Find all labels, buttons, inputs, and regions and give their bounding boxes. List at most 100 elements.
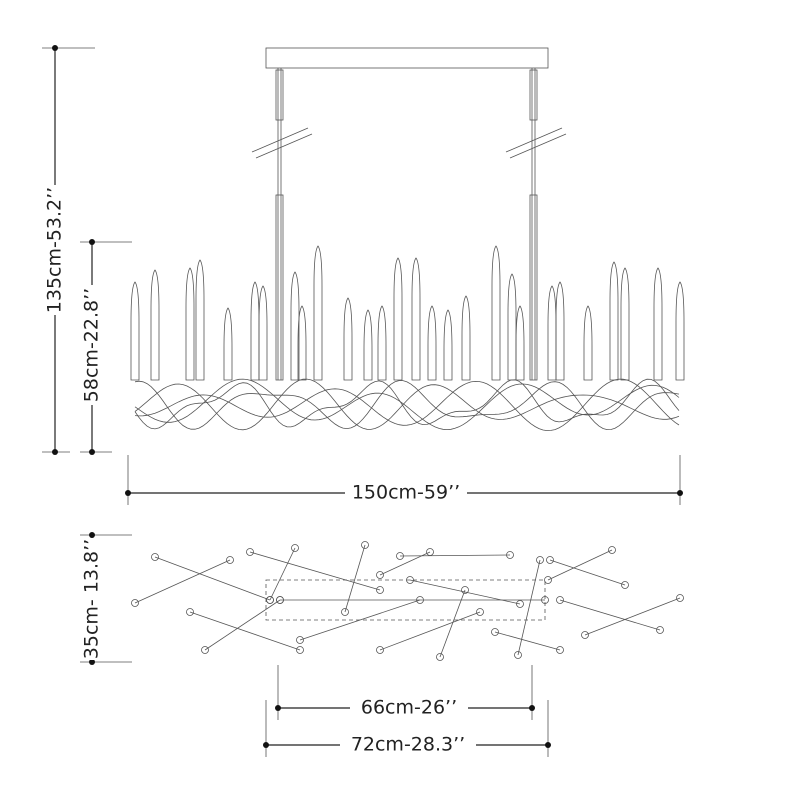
candle [547, 285, 557, 381]
wavy-arm [134, 380, 680, 431]
rod-end [276, 596, 284, 604]
suspension-rods [251, 68, 567, 381]
rod-end [608, 546, 616, 554]
candle [250, 281, 260, 381]
rod-end [396, 552, 404, 560]
rod-end [656, 626, 664, 634]
label-bg [42, 185, 68, 315]
rod [549, 559, 626, 586]
candle [343, 297, 353, 381]
candle [411, 257, 421, 381]
rod [494, 631, 561, 651]
rod [269, 547, 296, 601]
rod-end [426, 548, 434, 556]
rod-end [516, 600, 524, 608]
wavy-arm [134, 378, 680, 431]
label-bg [350, 695, 468, 721]
candle [185, 267, 195, 381]
rod-end [296, 646, 304, 654]
rod-end [246, 548, 254, 556]
rod-end [676, 594, 684, 602]
top-view [131, 541, 684, 661]
rod [344, 544, 366, 613]
candle [515, 305, 525, 381]
candle [461, 295, 471, 381]
candle [507, 273, 517, 381]
rod [379, 551, 431, 576]
label-bg [340, 732, 476, 758]
rod-end [476, 608, 484, 616]
candle [555, 281, 565, 381]
dimension-label: 58cm-22.8’’ [81, 288, 103, 402]
rod-end [291, 544, 299, 552]
candle [290, 271, 300, 381]
rod [299, 599, 421, 641]
candle [223, 307, 233, 381]
candle [195, 259, 205, 381]
rod-end [556, 646, 564, 654]
rod-end [341, 608, 349, 616]
rod-end [581, 631, 589, 639]
rod [399, 554, 511, 557]
rod [559, 599, 661, 631]
label-bg [79, 285, 105, 405]
wavy-arm [134, 378, 680, 431]
rod-end [506, 551, 514, 559]
rod [189, 611, 301, 651]
candle [393, 257, 403, 381]
candle [675, 281, 685, 381]
label-bg [79, 538, 105, 660]
rod [154, 556, 271, 601]
candle [150, 269, 160, 381]
wavy-arms [134, 378, 680, 432]
rod-end [361, 541, 369, 549]
wavy-arm [134, 378, 680, 430]
rod-end [514, 651, 522, 659]
rod-end [376, 571, 384, 579]
rod-end [376, 646, 384, 654]
rod-end [621, 581, 629, 589]
rod-end [491, 628, 499, 636]
rod-end [536, 556, 544, 564]
rod-end [436, 653, 444, 661]
candle [363, 309, 373, 381]
rod-end [151, 553, 159, 561]
canopy [265, 47, 549, 69]
rod-end [131, 599, 139, 607]
rod-end [226, 556, 234, 564]
candle [491, 245, 501, 381]
rod-end [541, 596, 549, 604]
label-bg [345, 480, 467, 506]
candle [443, 309, 453, 381]
rod-end [406, 576, 414, 584]
wavy-arm [134, 378, 680, 432]
candle [130, 281, 140, 381]
dimension-label: 150cm-59’’ [352, 482, 460, 504]
rod-end [544, 576, 552, 584]
rod-end [556, 596, 564, 604]
candle [258, 285, 268, 381]
candle [297, 305, 307, 381]
rod-end [201, 646, 209, 654]
rod-end [296, 636, 304, 644]
rod-end [266, 596, 274, 604]
rod [134, 559, 231, 604]
rod [517, 559, 541, 656]
rod-end [546, 556, 554, 564]
rod-end [186, 608, 194, 616]
rod-end [461, 586, 469, 594]
dimension-label: 66cm-26’’ [361, 697, 457, 719]
dimension-label: 72cm-28.3’’ [351, 734, 465, 756]
candle [377, 305, 387, 381]
candle [609, 261, 619, 381]
rod [547, 549, 613, 581]
rod [439, 589, 466, 658]
candle [620, 267, 630, 381]
rod [249, 551, 381, 591]
rod [584, 597, 681, 636]
rod [409, 579, 521, 605]
candle [653, 267, 663, 381]
dimension-label: 135cm-53.2’’ [44, 187, 66, 313]
rod [379, 611, 481, 651]
